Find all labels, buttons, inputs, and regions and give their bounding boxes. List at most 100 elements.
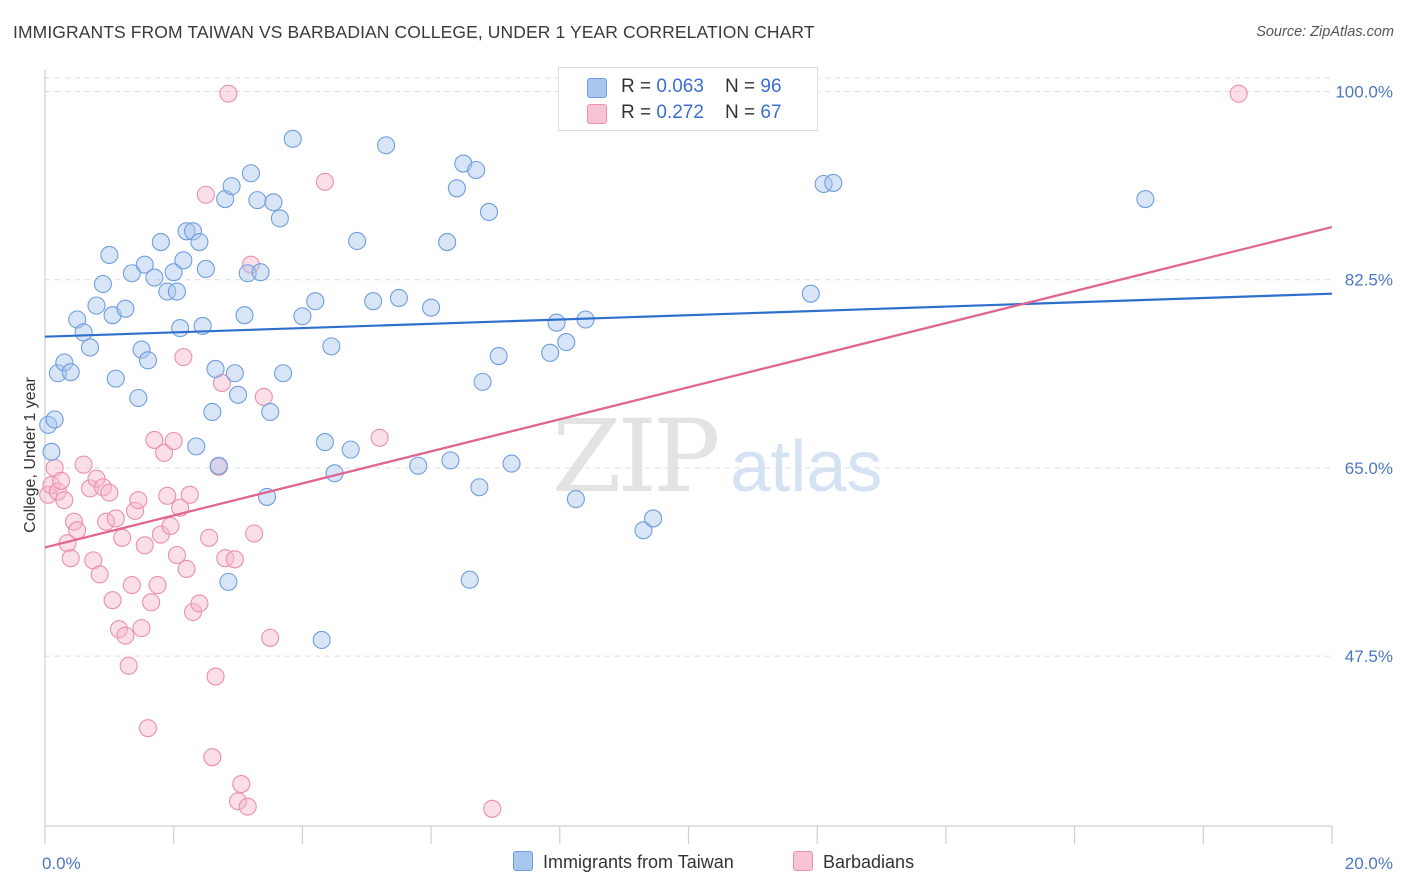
barbadians-point-58 [245, 524, 264, 543]
bottom-legend-swatch-taiwan [513, 851, 533, 871]
barbadians-point-19 [106, 509, 125, 528]
barbadians-point-20 [109, 620, 129, 639]
stats-legend: R = 0.063 N = 96 R = 0.272 N = 67 [558, 67, 818, 131]
taiwan-point-64 [422, 298, 441, 317]
taiwan-point-29 [187, 437, 206, 456]
barbadians-point-21 [113, 528, 132, 547]
taiwan-point-43 [241, 164, 260, 183]
barbadians-point-52 [219, 84, 238, 103]
taiwan-point-79 [566, 490, 585, 509]
barbadians-points [39, 84, 1248, 818]
taiwan-point-83 [801, 284, 820, 303]
taiwan-point-54 [312, 630, 331, 650]
taiwan-point-41 [235, 306, 254, 325]
barbadians-point-9 [68, 521, 87, 540]
taiwan-point-52 [293, 307, 312, 326]
taiwan-point-20 [145, 268, 164, 287]
taiwan-point-44 [248, 191, 267, 210]
barbadians-point-48 [206, 667, 225, 686]
taiwan-point-67 [447, 179, 466, 198]
taiwan-point-66 [441, 451, 460, 470]
taiwan-point-59 [348, 231, 367, 251]
barbadians-point-28 [135, 536, 154, 555]
taiwan-point-71 [470, 478, 489, 497]
barbadians-point-27 [132, 619, 151, 638]
taiwan-point-34 [206, 359, 225, 379]
y-tick-label-0: 100.0% [1335, 83, 1393, 102]
tick-labels: 100.0% 82.5% 65.0% 47.5% 0.0% 20.0% [42, 83, 1393, 873]
taiwan-points [39, 129, 1155, 650]
taiwan-point-11 [100, 245, 119, 265]
taiwan-point-7 [74, 323, 93, 342]
barbadians-point-32 [148, 576, 167, 595]
taiwan-point-47 [261, 402, 280, 422]
taiwan-point-33 [203, 402, 222, 422]
bottom-legend-label-taiwan: Immigrants from Taiwan [543, 852, 734, 872]
taiwan-point-23 [164, 263, 183, 282]
barbadians-point-47 [203, 748, 222, 767]
taiwan-point-13 [106, 369, 125, 388]
legend-n-label: N = [725, 76, 761, 97]
barbadians-point-25 [126, 501, 145, 520]
barbadians-point-51 [216, 549, 235, 568]
taiwan-point-62 [389, 288, 408, 308]
y-axis-label: College, Under 1 year [22, 377, 39, 533]
barbadians-point-45 [196, 185, 215, 204]
barbadians-point-61 [315, 172, 334, 191]
barbadians-point-42 [180, 485, 199, 504]
taiwan-point-24 [167, 282, 186, 301]
taiwan-point-10 [93, 274, 112, 294]
bottom-legend-swatch-barbadians [793, 851, 813, 871]
barbadians-point-54 [229, 792, 248, 811]
watermark-zip: ZIP [552, 398, 720, 515]
barbadians-point-64 [1229, 84, 1248, 103]
barbadians-point-30 [142, 593, 161, 612]
barbadians-point-10 [74, 455, 93, 474]
taiwan-point-65 [438, 233, 457, 252]
barbadians-point-11 [80, 479, 100, 498]
taiwan-point-14 [116, 299, 135, 318]
taiwan-point-4 [55, 353, 74, 372]
legend-n-value-taiwan: 96 [760, 76, 782, 97]
taiwan-point-48 [264, 193, 283, 212]
taiwan-point-2 [45, 410, 64, 429]
chart-title: IMMIGRANTS FROM TAIWAN VS BARBADIAN COLL… [13, 22, 815, 42]
barbadians-point-4 [52, 471, 71, 490]
taiwan-point-38 [222, 177, 241, 196]
taiwan-point-1 [42, 442, 61, 461]
taiwan-point-72 [473, 372, 492, 391]
y-tick-label-1: 82.5% [1345, 271, 1393, 290]
taiwan-point-74 [489, 347, 508, 366]
legend-r-label: R = [621, 102, 657, 123]
taiwan-point-56 [322, 337, 341, 356]
legend-r-value-barbadians: 0.272 [656, 102, 704, 123]
taiwan-point-28 [183, 222, 203, 241]
taiwan-point-19 [138, 351, 158, 370]
barbadians-point-56 [238, 797, 257, 816]
taiwan-point-40 [229, 385, 248, 404]
barbadians-point-55 [232, 775, 251, 794]
taiwan-point-55 [315, 433, 334, 452]
bottom-legend-taiwan: Immigrants from Taiwan [513, 851, 734, 873]
taiwan-point-49 [270, 209, 289, 228]
trend-lines [44, 225, 1333, 549]
taiwan-point-16 [129, 388, 148, 408]
barbadians-point-18 [103, 591, 122, 610]
barbadians-point-29 [138, 719, 158, 738]
barbadians-point-35 [158, 486, 177, 505]
x-tick-label-1: 20.0% [1345, 854, 1393, 873]
taiwan-point-73 [479, 202, 499, 222]
barbadians-point-63 [483, 799, 502, 818]
barbadians-point-5 [55, 491, 74, 510]
bottom-legend-label-barbadians: Barbadians [823, 852, 915, 872]
barbadians-point-53 [225, 550, 244, 569]
taiwan-point-81 [634, 521, 653, 540]
taiwan-point-25 [171, 319, 190, 338]
legend-r-label: R = [621, 76, 657, 97]
legend-n-label: N = [725, 102, 761, 123]
taiwan-point-30 [190, 233, 209, 252]
taiwan-point-37 [219, 572, 238, 591]
barbadians-trend-line [44, 225, 1333, 549]
taiwan-point-17 [132, 340, 151, 359]
